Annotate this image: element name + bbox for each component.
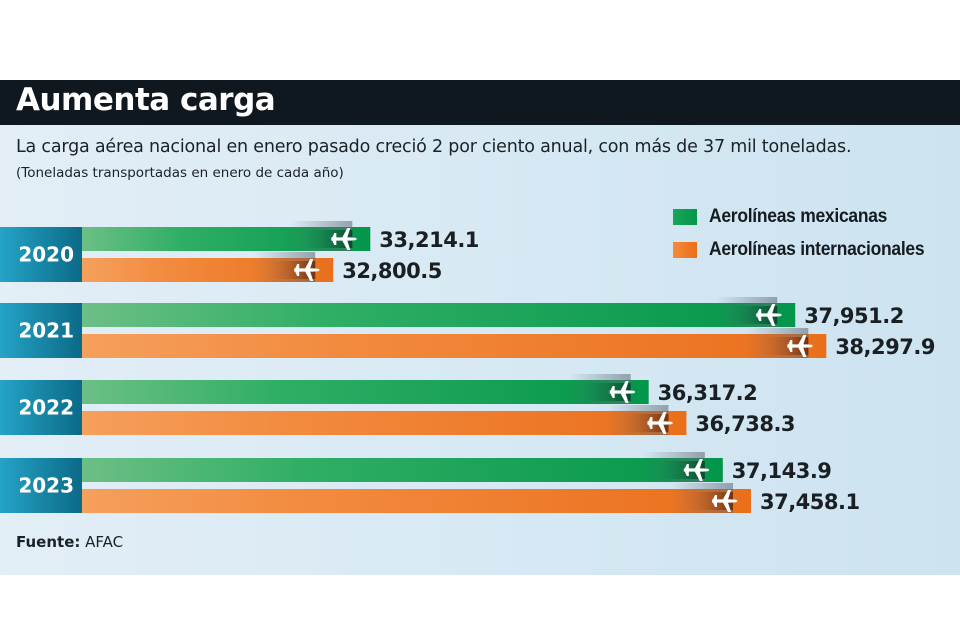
airplane-icon [609, 381, 636, 403]
year-box [0, 380, 82, 435]
speed-trail [680, 492, 733, 510]
speed-trail [300, 230, 353, 248]
airplane-icon [294, 259, 320, 281]
bar-internacionales [82, 411, 687, 435]
bar-internacionales [82, 334, 827, 358]
value-label: 37,951.2 [804, 304, 904, 328]
source-label: Fuente: [16, 533, 81, 551]
source-note: Fuente: AFAC [16, 533, 123, 551]
airplane-icon [711, 490, 738, 512]
chart-title: Aumenta carga [16, 82, 276, 118]
header-bar: Aumenta carga [0, 80, 960, 125]
airplane-shape [787, 335, 813, 357]
source-value: AFAC [85, 533, 124, 551]
speed-trail [578, 383, 631, 401]
bar-mexicanas [82, 380, 649, 404]
legend-item-mexicanas: Aerolíneas mexicanas [673, 200, 943, 233]
airplane-shape [609, 381, 636, 403]
bar-mexicanas [82, 458, 723, 482]
year-label: 2022 [18, 396, 74, 420]
chart-subtitle: La carga aérea nacional en enero pasado … [16, 137, 852, 157]
speed-trail [616, 414, 669, 432]
airplane-shape [647, 412, 673, 434]
legend-label: Aerolíneas mexicanas [709, 205, 888, 227]
units-note: (Toneladas transportadas en enero de cad… [16, 165, 344, 181]
airplane-shape [756, 304, 782, 326]
value-label: 36,317.2 [658, 381, 758, 405]
bars-layer: 2020 33,214.1 32,800.5 2021 37,951.2 38,297.9… [0, 221, 935, 514]
speed-trail [652, 461, 705, 479]
airplane-icon [683, 459, 710, 481]
speed-trail [725, 306, 778, 324]
year-box [0, 227, 82, 282]
value-label: 36,738.3 [695, 412, 795, 436]
value-label: 32,800.5 [342, 259, 442, 283]
legend-label: Aerolíneas internacionales [709, 238, 925, 260]
year-label: 2020 [18, 243, 74, 267]
bar-group-2020: 2020 33,214.1 32,800.5 [0, 221, 479, 283]
airplane-icon [756, 304, 782, 326]
airplane-icon [331, 228, 357, 250]
airplane-shape [294, 259, 320, 281]
value-label: 37,458.1 [760, 490, 860, 514]
year-box [0, 303, 82, 358]
bar-internacionales [82, 489, 751, 513]
year-label: 2021 [18, 319, 74, 343]
year-label: 2023 [18, 474, 74, 498]
airplane-shape [331, 228, 357, 250]
year-box [0, 458, 82, 513]
legend-swatch-green [673, 208, 697, 225]
speed-trail [263, 261, 316, 279]
value-label: 38,297.9 [835, 335, 935, 359]
value-label: 37,143.9 [732, 459, 832, 483]
bar-group-2023: 2023 37,143.9 37,458.1 [0, 452, 860, 514]
legend: Aerolíneas mexicanas Aerolíneas internac… [673, 200, 943, 266]
legend-item-internacionales: Aerolíneas internacionales [673, 233, 943, 266]
airplane-shape [711, 490, 738, 512]
airplane-icon [787, 335, 813, 357]
bar-group-2021: 2021 37,951.2 38,297.9 [0, 297, 935, 359]
legend-swatch-orange [673, 241, 697, 258]
airplane-icon [647, 412, 673, 434]
airplane-shape [683, 459, 710, 481]
value-label: 33,214.1 [379, 228, 479, 252]
speed-trail [756, 337, 809, 355]
bar-group-2022: 2022 36,317.2 36,738.3 [0, 374, 796, 436]
bar-mexicanas [82, 303, 796, 327]
